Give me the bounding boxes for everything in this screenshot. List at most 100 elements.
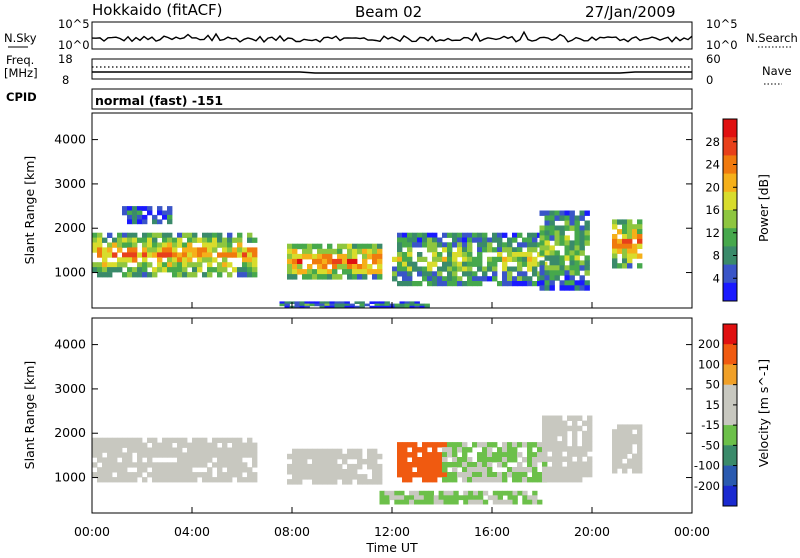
data-cell — [397, 237, 403, 243]
data-cell — [212, 257, 218, 263]
data-cell — [559, 215, 565, 221]
data-cell — [112, 452, 118, 458]
data-cell — [112, 477, 118, 483]
data-cell — [617, 443, 623, 450]
data-cell — [627, 458, 633, 464]
data-cell — [584, 235, 590, 241]
data-cell — [137, 214, 143, 220]
data-cell — [622, 468, 628, 474]
data-cell — [532, 499, 538, 505]
data-cell — [492, 452, 498, 458]
data-cell — [437, 472, 443, 478]
data-cell — [557, 476, 563, 483]
data-cell — [427, 266, 433, 272]
data-cell — [112, 467, 118, 473]
data-cell — [172, 477, 178, 483]
data-cell — [542, 471, 548, 478]
data-cell — [462, 462, 468, 468]
data-cell — [352, 474, 358, 480]
data-cell — [317, 269, 323, 275]
data-cell — [462, 242, 468, 248]
data-cell — [632, 248, 638, 254]
data-cell — [212, 442, 218, 448]
data-cell — [477, 261, 483, 267]
data-cell — [409, 301, 415, 304]
freq-left-tick-top: 18 — [58, 52, 73, 66]
data-cell — [232, 252, 238, 258]
data-cell — [622, 238, 628, 245]
data-cell — [467, 281, 473, 287]
colorbar-tick-label: 4 — [713, 271, 720, 285]
data-cell — [327, 274, 333, 280]
data-cell — [357, 243, 363, 250]
data-cell — [334, 303, 340, 307]
data-cell — [252, 452, 258, 458]
data-cell — [492, 490, 499, 496]
data-cell — [622, 263, 628, 269]
data-cell — [397, 457, 403, 463]
y-tick-label: 4000 — [54, 337, 86, 352]
data-cell — [477, 452, 483, 458]
data-cell — [487, 472, 493, 478]
data-cell — [397, 452, 403, 458]
data-cell — [559, 210, 565, 216]
data-cell — [562, 471, 568, 478]
data-cell — [337, 258, 343, 265]
data-cell — [397, 281, 403, 287]
data-cell — [297, 448, 303, 455]
data-cell — [584, 255, 590, 261]
data-cell — [252, 237, 258, 243]
data-cell — [242, 447, 248, 453]
data-cell — [402, 237, 408, 243]
data-cell — [227, 272, 233, 278]
data-cell — [322, 479, 328, 485]
data-cell — [392, 266, 398, 272]
data-cell — [232, 247, 238, 253]
data-cell — [122, 272, 128, 278]
data-cell — [487, 495, 494, 501]
data-cell — [252, 257, 258, 263]
data-cell — [447, 477, 453, 483]
data-cell — [544, 245, 550, 251]
data-cell — [462, 472, 468, 478]
data-cell — [549, 225, 555, 231]
data-cell — [307, 253, 313, 260]
data-cell — [637, 253, 643, 259]
data-cell — [564, 225, 570, 231]
data-cell — [627, 238, 633, 245]
data-cell — [337, 448, 343, 455]
data-cell — [574, 225, 580, 231]
data-cell — [312, 474, 318, 480]
data-cell — [152, 267, 158, 273]
data-cell — [187, 232, 193, 238]
data-cell — [462, 271, 468, 277]
data-cell — [472, 271, 478, 277]
data-cell — [147, 447, 153, 453]
data-cell — [157, 462, 163, 468]
data-cell — [559, 280, 565, 286]
data-cell — [314, 301, 320, 304]
data-cell — [187, 452, 193, 458]
data-cell — [539, 285, 545, 291]
data-cell — [117, 237, 123, 243]
data-cell — [414, 305, 420, 309]
data-cell — [522, 467, 528, 473]
data-cell — [532, 467, 538, 473]
data-cell — [187, 252, 193, 258]
colorbar-tick-label: 20 — [705, 180, 720, 194]
data-cell — [572, 461, 578, 467]
data-cell — [142, 214, 148, 220]
data-cell — [617, 429, 623, 435]
data-cell — [422, 276, 428, 282]
data-cell — [482, 266, 488, 272]
data-cell — [132, 257, 138, 263]
data-cell — [527, 247, 533, 253]
data-cell — [584, 265, 590, 271]
data-cell — [437, 452, 443, 458]
data-cell — [339, 301, 345, 304]
data-cell — [569, 265, 575, 271]
data-cell — [517, 477, 523, 483]
data-cell — [212, 247, 218, 253]
data-cell — [357, 458, 363, 465]
